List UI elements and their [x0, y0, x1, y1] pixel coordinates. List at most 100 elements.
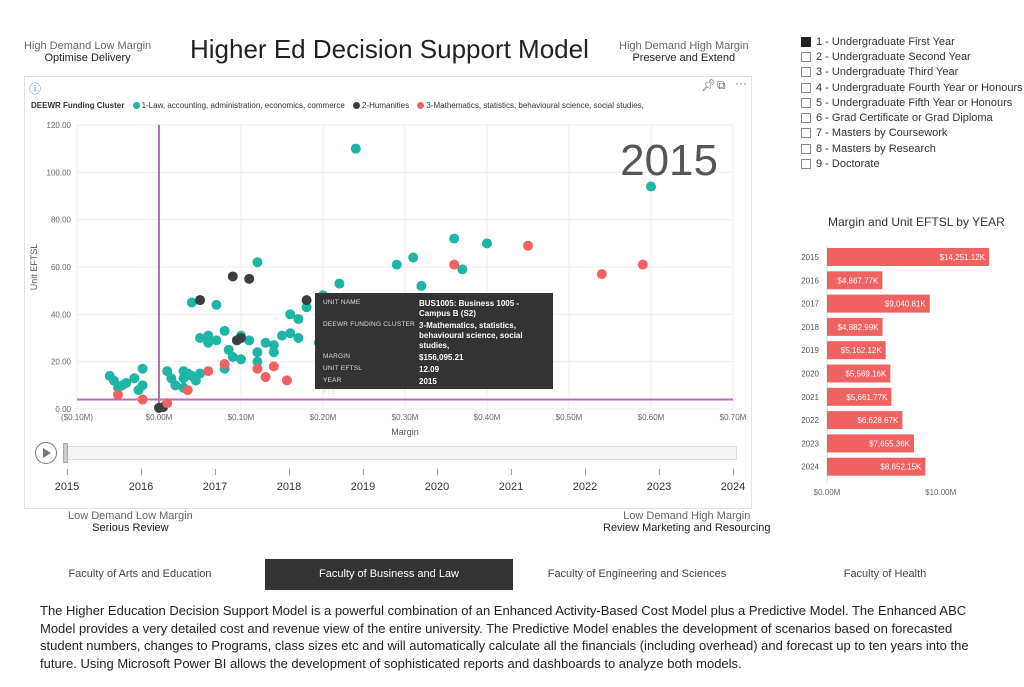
scatter-point[interactable]: [285, 309, 296, 320]
play-axis-year-label[interactable]: 2015: [54, 481, 80, 493]
slicer-item[interactable]: 6 - Grad Certificate or Grad Diploma: [801, 110, 1023, 125]
scatter-point[interactable]: [195, 295, 205, 306]
scatter-point[interactable]: [129, 373, 140, 384]
scatter-point[interactable]: [117, 380, 128, 391]
scatter-point[interactable]: [252, 257, 263, 268]
scatter-point[interactable]: [449, 233, 460, 244]
scatter-point[interactable]: [268, 361, 279, 372]
bar[interactable]: [827, 271, 883, 290]
scatter-point[interactable]: [334, 278, 345, 289]
scatter-point[interactable]: [219, 325, 230, 336]
slicer-item[interactable]: 9 - Doctorate: [801, 156, 1023, 171]
scatter-point[interactable]: [285, 328, 296, 339]
scatter-point[interactable]: [523, 240, 533, 251]
more-options-icon[interactable]: ···: [735, 76, 747, 90]
scatter-point[interactable]: [596, 269, 607, 280]
play-axis-handle[interactable]: [63, 443, 68, 463]
scatter-point[interactable]: [277, 330, 287, 341]
scatter-point[interactable]: [646, 181, 656, 192]
tab-faculty[interactable]: Faculty of Arts and Education: [68, 568, 212, 580]
scatter-point[interactable]: [301, 302, 312, 313]
legend-item[interactable]: 1-Law, accounting, administration, econo…: [132, 101, 345, 110]
bar[interactable]: [827, 387, 892, 406]
checkbox[interactable]: [801, 67, 811, 78]
scatter-point[interactable]: [182, 385, 193, 396]
scatter-point[interactable]: [252, 363, 263, 374]
bar[interactable]: [827, 411, 903, 430]
scatter-visual[interactable]: ⓘ 📌︎ ⧉ ··· DEEWR Funding Cluster 1-Law, …: [24, 76, 752, 509]
scatter-point[interactable]: [137, 394, 148, 405]
scatter-point[interactable]: [203, 330, 214, 341]
pin-icon[interactable]: 📌︎: [701, 78, 717, 92]
slicer-item[interactable]: 2 - Undergraduate Second Year: [801, 49, 1023, 64]
scatter-plot[interactable]: 0.00 20.00 40.00 60.00 80.00 100.00 120.00 ($0.…: [25, 77, 753, 442]
scatter-point[interactable]: [137, 380, 148, 391]
scatter-point[interactable]: [252, 347, 263, 358]
scatter-point[interactable]: [162, 398, 173, 409]
play-axis-track[interactable]: [67, 446, 737, 460]
slicer-item[interactable]: 4 - Undergraduate Fourth Year or Honours: [801, 80, 1023, 95]
scatter-point[interactable]: [293, 314, 304, 325]
play-axis-year-label[interactable]: 2022: [572, 481, 598, 493]
checkbox[interactable]: [801, 82, 811, 93]
scatter-point[interactable]: [227, 271, 238, 282]
scatter-point[interactable]: [137, 363, 148, 374]
scatter-point[interactable]: [281, 375, 292, 386]
checkbox[interactable]: [801, 97, 811, 108]
scatter-point[interactable]: [408, 252, 419, 263]
play-axis-year-label[interactable]: 2024: [720, 481, 746, 493]
tab-faculty[interactable]: Faculty of Engineering and Sciences: [547, 568, 727, 580]
slicer-item[interactable]: 1 - Undergraduate First Year: [801, 34, 1023, 49]
slicer-item[interactable]: 8 - Masters by Research: [801, 141, 1023, 156]
margin-by-year-bar-chart[interactable]: $0.00M $10.00M 2015 $14,251.12K 2016 $4,867.7…: [790, 240, 990, 510]
scatter-point[interactable]: [186, 297, 197, 308]
scatter-point[interactable]: [211, 335, 222, 346]
checkbox[interactable]: [801, 113, 811, 124]
scatter-point[interactable]: [482, 238, 492, 249]
scatter-point[interactable]: [260, 372, 271, 383]
scatter-point[interactable]: [244, 273, 255, 284]
scatter-point[interactable]: [236, 354, 246, 365]
scatter-point[interactable]: [244, 335, 255, 346]
bar[interactable]: [827, 248, 990, 266]
checkbox[interactable]: [801, 36, 811, 47]
scatter-point[interactable]: [268, 340, 279, 351]
checkbox[interactable]: [801, 159, 811, 170]
play-axis-year-label[interactable]: 2018: [276, 481, 302, 493]
play-axis-year-label[interactable]: 2019: [350, 481, 376, 493]
bar[interactable]: [827, 364, 891, 383]
scatter-point[interactable]: [416, 280, 427, 291]
play-axis-year-label[interactable]: 2020: [424, 481, 450, 493]
slicer-item[interactable]: 7 - Masters by Coursework: [801, 126, 1023, 141]
bar[interactable]: [827, 457, 926, 476]
checkbox[interactable]: [801, 51, 811, 62]
bar[interactable]: [827, 341, 886, 360]
scatter-point[interactable]: [350, 143, 361, 154]
scatter-point[interactable]: [190, 375, 201, 386]
tab-faculty[interactable]: Faculty of Health: [843, 568, 927, 580]
scatter-point[interactable]: [178, 366, 189, 377]
bar[interactable]: [827, 434, 915, 453]
play-axis-year-label[interactable]: 2021: [498, 481, 524, 493]
legend-item[interactable]: 3-Mathematics, statistics, behavioural s…: [417, 101, 644, 110]
scatter-point[interactable]: [211, 299, 222, 310]
scatter-point[interactable]: [223, 344, 234, 355]
tab-faculty[interactable]: Faculty of Business and Law: [265, 559, 513, 590]
scatter-point[interactable]: [113, 389, 123, 400]
focus-mode-icon[interactable]: ⧉: [717, 78, 726, 92]
scatter-point[interactable]: [203, 366, 214, 377]
slicer-item[interactable]: 3 - Undergraduate Third Year: [801, 65, 1023, 80]
scatter-point[interactable]: [457, 264, 468, 275]
bar[interactable]: [827, 294, 930, 313]
scatter-point[interactable]: [219, 359, 230, 370]
slicer-item[interactable]: 5 - Undergraduate Fifth Year or Honours: [801, 95, 1023, 110]
scatter-point[interactable]: [293, 333, 304, 343]
play-axis-year-label[interactable]: 2017: [202, 481, 228, 493]
scatter-point[interactable]: [231, 335, 242, 346]
checkbox[interactable]: [801, 128, 811, 139]
bar[interactable]: [827, 317, 883, 336]
scatter-point[interactable]: [252, 356, 263, 367]
play-button[interactable]: [35, 442, 57, 464]
scatter-point[interactable]: [449, 259, 460, 270]
info-icon[interactable]: ⓘ: [29, 82, 42, 96]
